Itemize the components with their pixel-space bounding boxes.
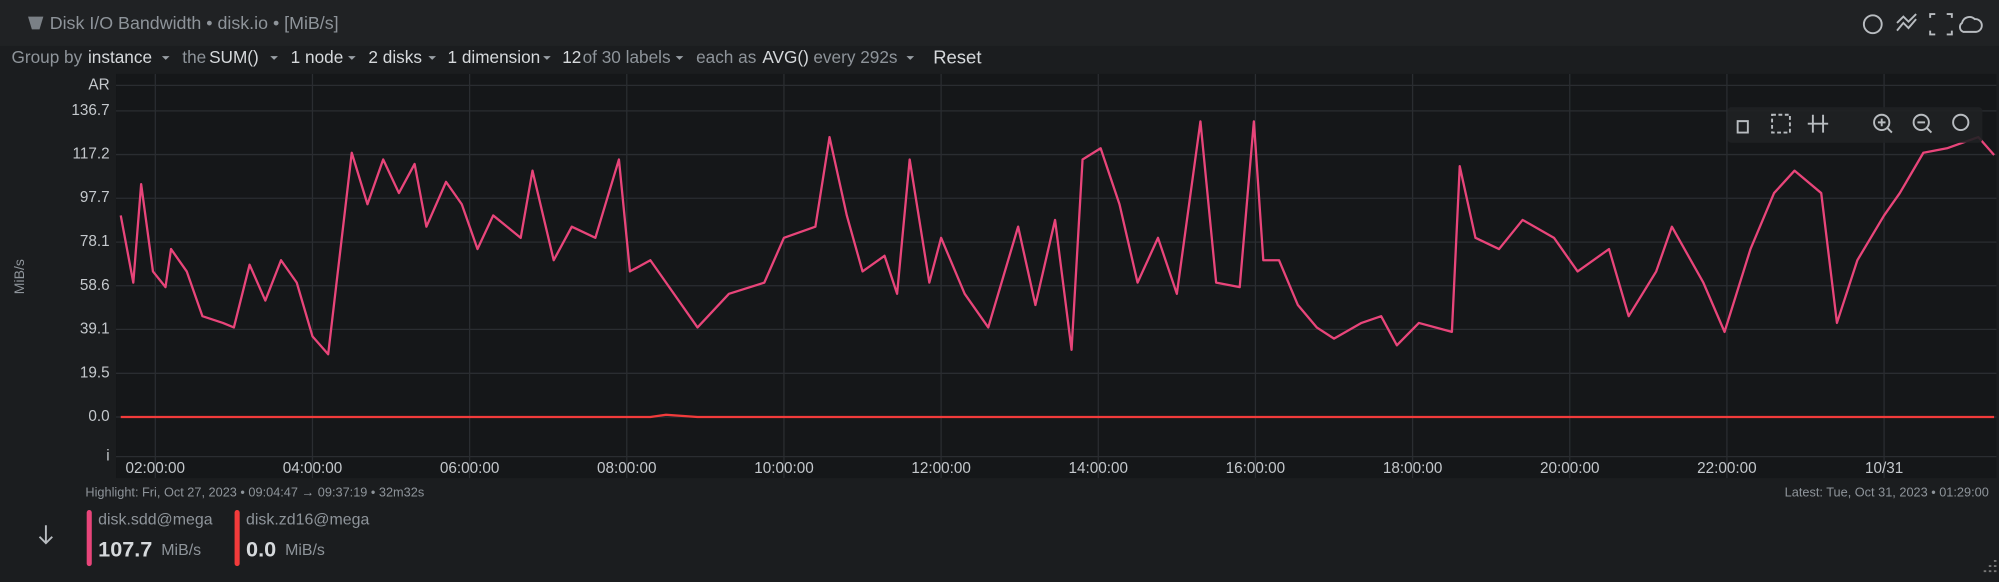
y-tick-label: 39.1 [80, 320, 110, 337]
highlight-info: Highlight: Fri, Oct 27, 2023 • 09:04:47 … [85, 485, 424, 500]
dropdown-carets [161, 56, 915, 60]
zoom-in-sign [1877, 118, 1893, 134]
legend-unit: MiB/s [285, 542, 325, 559]
chart-icon [28, 16, 44, 30]
chart-title: Disk I/O Bandwidth • disk.io • [MiB/s] [50, 13, 339, 33]
plot: i 0.0 19.5 39.1 58.6 78.1 97.7 117.2 136.7 AR 02:0… [71, 73, 1997, 479]
reset-button[interactable]: Reset [933, 47, 981, 68]
zoom-in-icon[interactable] [1873, 113, 1891, 131]
reset-zoom-icon[interactable] [1952, 113, 1970, 131]
legend-value: 107.7 [98, 536, 152, 561]
x-tick-label: 04:00:00 [283, 460, 342, 477]
toolbar-value[interactable]: AVG() [762, 47, 809, 67]
toolbar-label: of 30 labels [583, 47, 671, 67]
x-tick-label: 12:00:00 [911, 460, 970, 477]
x-tick-label: 02:00:00 [126, 460, 185, 477]
plot-area [116, 73, 1997, 479]
select-icon[interactable] [1771, 113, 1791, 134]
toolbar-value[interactable]: 1 dimension [447, 47, 540, 67]
highlight-icon[interactable] [1807, 114, 1829, 133]
legend-value: 0.0 [246, 536, 276, 561]
legend: disk.sdd@mega 107.7 MiB/s disk.zd16@mega 0.0… [86, 509, 369, 567]
legend-name[interactable]: disk.zd16@mega [246, 511, 369, 528]
plot-toolbox[interactable] [1727, 107, 1983, 143]
legend-name[interactable]: disk.sdd@mega [98, 511, 213, 528]
toolbar-label: the [182, 47, 206, 67]
y-tick-label: 97.7 [80, 189, 110, 206]
header-icons[interactable] [1862, 13, 1983, 36]
y-axis-label: MiB/s [11, 259, 27, 294]
toolbar-value[interactable]: 1 node [291, 47, 344, 67]
compare-icon[interactable] [1896, 13, 1917, 32]
info-icon[interactable] [1862, 14, 1883, 35]
x-tick-label: 22:00:00 [1697, 460, 1756, 477]
x-tick-label: 10/31 [1865, 460, 1903, 477]
toolbar-label[interactable]: every 292s [813, 47, 897, 67]
y-tick-label: i [106, 448, 109, 465]
series-line [119, 120, 1995, 356]
zoom-out-icon[interactable] [1912, 113, 1930, 131]
x-tick-label: 14:00:00 [1069, 460, 1128, 477]
x-tick-label: 20:00:00 [1540, 460, 1599, 477]
caret [161, 56, 915, 60]
pan-icon[interactable] [1736, 120, 1749, 134]
series-line [120, 413, 1995, 419]
y-tick-label: 78.1 [80, 233, 110, 250]
x-tick-label: 10:00:00 [754, 460, 813, 477]
legend-swatch [234, 509, 240, 567]
x-tick-label: 06:00:00 [440, 460, 499, 477]
resize-handle[interactable] [1983, 560, 1997, 573]
toolbar-value[interactable]: instance [88, 47, 152, 67]
toolbar-value[interactable]: 12 [562, 47, 581, 67]
toolbox-bg [1727, 107, 1983, 143]
toolbar-value[interactable]: SUM() [209, 47, 259, 67]
y-tick-label: 117.2 [73, 146, 110, 163]
toolbar-label: each as [696, 47, 756, 67]
zoom-out-sign [1917, 121, 1933, 134]
y-tick-label: 0.0 [88, 408, 109, 425]
toolbar: Group by instance the SUM() 1 node 2 dis… [11, 47, 981, 68]
expand-arrow[interactable] [38, 525, 53, 545]
y-tick-label: 58.6 [80, 277, 110, 294]
x-tick-label: 18:00:00 [1383, 460, 1442, 477]
latest-info: Latest: Tue, Oct 31, 2023 • 01:29:00 [1785, 485, 1989, 500]
x-tick-label: 08:00:00 [597, 460, 656, 477]
toolbar-value[interactable]: 2 disks [368, 47, 422, 67]
header-bar [0, 0, 1999, 46]
legend-unit: MiB/s [161, 542, 201, 559]
x-tick-label: 16:00:00 [1226, 460, 1285, 477]
y-tick-label: AR [88, 76, 109, 93]
fullscreen-icon[interactable] [1929, 13, 1953, 36]
toolbar-label: Group by [11, 47, 82, 67]
y-tick-label: 19.5 [80, 364, 110, 381]
y-tick-label: 136.7 [71, 102, 109, 119]
settings-icon[interactable] [1959, 16, 1983, 33]
legend-swatch [86, 509, 92, 567]
